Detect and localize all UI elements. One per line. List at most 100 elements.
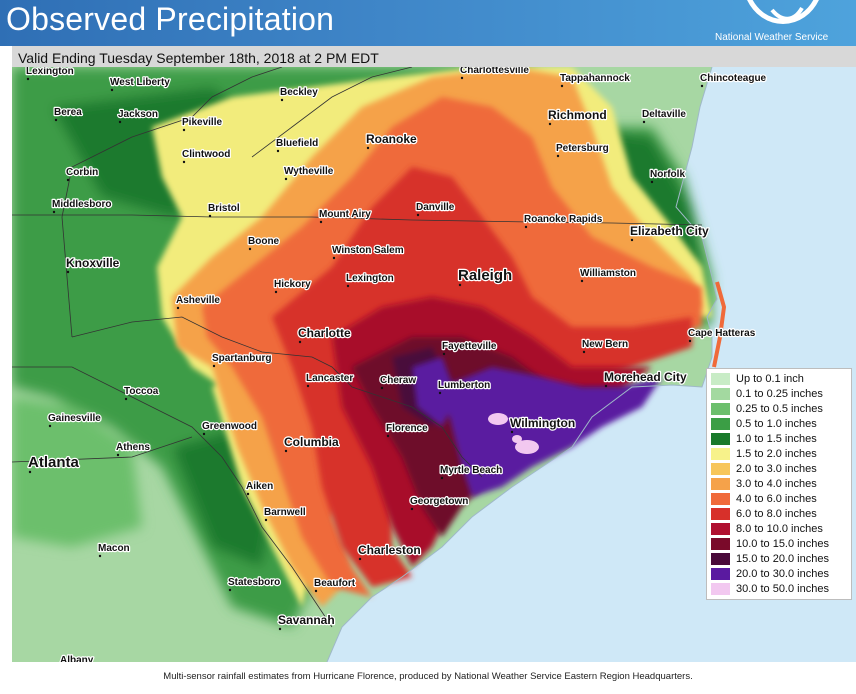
caption: Multi-sensor rainfall estimates from Hur… <box>163 671 693 682</box>
city-dot <box>280 98 284 102</box>
city-label: Petersburg <box>556 143 609 154</box>
city-dot <box>630 238 634 242</box>
legend-swatch <box>711 492 730 505</box>
extreme-rain-region <box>488 413 539 454</box>
city-dot <box>386 434 390 438</box>
city-dot <box>438 391 442 395</box>
city-label: Athens <box>116 442 150 453</box>
legend-swatch <box>711 507 730 520</box>
legend-item: 1.5 to 2.0 inches <box>711 446 817 461</box>
city-label: Spartanburg <box>212 353 271 364</box>
city-label: Toccoa <box>124 386 159 397</box>
city-label: Lexington <box>346 273 394 284</box>
city-dot <box>110 88 114 92</box>
legend-swatch <box>711 522 730 535</box>
legend-item: 0.1 to 0.25 inches <box>711 386 823 401</box>
city-label: Beckley <box>280 87 318 98</box>
legend-swatch <box>711 447 730 460</box>
city-label: Fayetteville <box>442 341 497 352</box>
city-dot <box>332 256 336 260</box>
legend-label: 15.0 to 20.0 inches <box>736 552 829 565</box>
legend-label: 10.0 to 15.0 inches <box>736 537 829 550</box>
city-label: Cheraw <box>380 375 416 386</box>
legend: Up to 0.1 inch 0.1 to 0.25 inches 0.25 to … <box>706 368 852 600</box>
legend-label: 3.0 to 4.0 inches <box>736 477 817 490</box>
city-label: Elizabeth City <box>630 224 709 238</box>
city-label: Florence <box>386 423 428 434</box>
city-label: Richmond <box>548 108 607 122</box>
city-label: Bluefield <box>276 138 318 149</box>
city-dot <box>548 122 552 126</box>
city-label: Roanoke Rapids <box>524 214 603 225</box>
city-label: Barnwell <box>264 507 306 518</box>
city-label: Charleston <box>358 543 421 557</box>
agency-name: National Weather Service <box>715 32 829 43</box>
city-dot <box>410 507 414 511</box>
city-dot <box>380 386 384 390</box>
nws-logo-icon <box>747 0 819 24</box>
legend-item: 8.0 to 10.0 inches <box>711 521 823 536</box>
city-dot <box>66 270 70 274</box>
city-dot <box>346 284 350 288</box>
legend-item: 1.0 to 1.5 inches <box>711 431 817 446</box>
legend-label: Up to 0.1 inch <box>736 372 804 385</box>
city-label: Greenwood <box>202 421 257 432</box>
legend-swatch <box>711 432 730 445</box>
city-dot <box>212 364 216 368</box>
city-dot <box>246 492 250 496</box>
legend-swatch <box>711 582 730 595</box>
purple-region <box>412 357 662 497</box>
city-dot <box>264 518 268 522</box>
city-label: Lexington <box>26 67 74 77</box>
legend-label: 0.1 to 0.25 inches <box>736 387 823 400</box>
city-label: Mount Airy <box>319 209 371 220</box>
city-label: Raleigh <box>458 267 512 284</box>
city-dot <box>52 210 56 214</box>
legend-item: 0.5 to 1.0 inches <box>711 416 817 431</box>
legend-item: 30.0 to 50.0 inches <box>711 581 829 596</box>
city-label: Asheville <box>176 295 220 306</box>
city-dot <box>118 120 122 124</box>
city-label: Gainesville <box>48 413 101 424</box>
city-dot <box>182 160 186 164</box>
city-label: Norfolk <box>650 169 685 180</box>
legend-item: 6.0 to 8.0 inches <box>711 506 817 521</box>
city-label: New Bern <box>582 339 628 350</box>
city-label: Roanoke <box>366 132 417 146</box>
legend-item: Up to 0.1 inch <box>711 371 804 386</box>
city-dot <box>582 350 586 354</box>
city-dots <box>26 76 704 631</box>
city-dot <box>314 589 318 593</box>
city-dot <box>278 627 282 631</box>
legend-label: 1.0 to 1.5 inches <box>736 432 817 445</box>
city-dot <box>202 432 206 436</box>
city-label: Corbin <box>66 167 98 178</box>
valid-time-text: Valid Ending Tuesday September 18th, 201… <box>18 50 379 66</box>
city-label: Charlottesville <box>460 67 529 76</box>
city-label: Knoxville <box>66 256 120 270</box>
city-dot <box>208 214 212 218</box>
legend-label: 30.0 to 50.0 inches <box>736 582 829 595</box>
city-label: Albany <box>60 655 94 662</box>
legend-swatch <box>711 372 730 385</box>
legend-label: 8.0 to 10.0 inches <box>736 522 823 535</box>
city-dot <box>284 449 288 453</box>
city-dot <box>650 180 654 184</box>
city-dot <box>228 588 232 592</box>
city-label: Pikeville <box>182 117 222 128</box>
city-dot <box>298 340 302 344</box>
legend-item: 2.0 to 3.0 inches <box>711 461 817 476</box>
valid-time-bar <box>12 46 856 67</box>
city-dot <box>510 430 514 434</box>
city-label: Tappahannock <box>560 73 630 84</box>
legend-swatch <box>711 552 730 565</box>
city-dot <box>26 77 30 81</box>
city-dot <box>358 557 362 561</box>
legend-swatch <box>711 462 730 475</box>
legend-label: 0.5 to 1.0 inches <box>736 417 817 430</box>
city-labels: Lexington West Liberty Beckley Charlottesvi… <box>25 67 768 662</box>
page-title: Observed Precipitation <box>6 1 335 37</box>
city-label: Wilmington <box>510 416 575 430</box>
city-dot <box>98 554 102 558</box>
legend-label: 2.0 to 3.0 inches <box>736 462 817 475</box>
